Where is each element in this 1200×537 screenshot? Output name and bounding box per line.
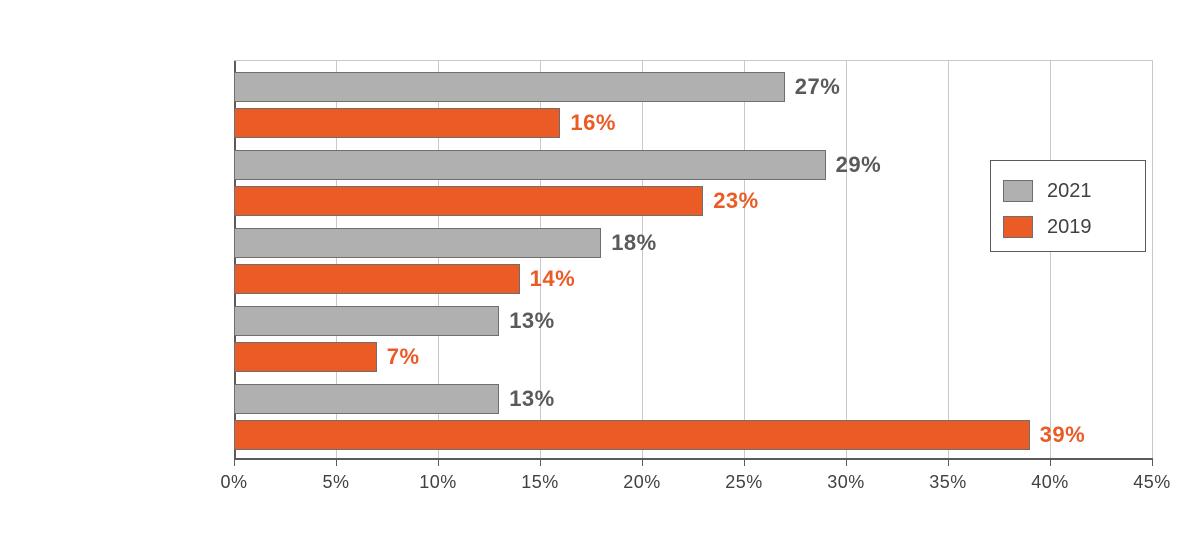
bar-s2021 — [234, 306, 499, 336]
x-tick-label: 35% — [929, 472, 967, 493]
plot-border-top — [234, 60, 1152, 61]
legend-swatch — [1003, 216, 1033, 238]
bar-label-s2021: 13% — [509, 386, 555, 412]
bar-label-s2019: 16% — [570, 110, 616, 136]
bar-label-s2019: 7% — [387, 344, 420, 370]
plot-border-right — [1152, 60, 1153, 458]
gridline — [642, 60, 643, 458]
x-tick-label: 20% — [623, 472, 661, 493]
legend-item: 2019 — [1003, 209, 1133, 245]
bar-s2021 — [234, 72, 785, 102]
bar-s2019 — [234, 186, 703, 216]
bar-label-s2021: 13% — [509, 308, 555, 334]
bar-s2019 — [234, 264, 520, 294]
x-tick-label: 30% — [827, 472, 865, 493]
bar-label-s2019: 23% — [713, 188, 759, 214]
bar-s2019 — [234, 342, 377, 372]
gridline — [846, 60, 847, 458]
chart-container: 0% 5% 10% 15% 20% 25% 30% 35% 40% 45% 27% 16% 29% 23%… — [0, 0, 1200, 537]
bar-label-s2021: 27% — [795, 74, 841, 100]
legend: 2021 2019 — [990, 160, 1146, 252]
x-tick-label: 25% — [725, 472, 763, 493]
bar-s2019 — [234, 108, 560, 138]
plot-area: 0%5%10%15%20%25%30%35%40%45%27%16%29%23%… — [234, 60, 1152, 458]
bar-s2021 — [234, 150, 826, 180]
x-tick-label: 5% — [322, 472, 349, 493]
x-tick — [1152, 458, 1153, 466]
bar-label-s2019: 39% — [1040, 422, 1086, 448]
bar-label-s2019: 14% — [530, 266, 576, 292]
x-tick-label: 10% — [419, 472, 457, 493]
bar-s2019 — [234, 420, 1030, 450]
x-axis — [234, 458, 1152, 460]
gridline — [1050, 60, 1051, 458]
gridline — [744, 60, 745, 458]
legend-label: 2021 — [1047, 180, 1092, 203]
x-tick-label: 45% — [1133, 472, 1171, 493]
bar-label-s2021: 18% — [611, 230, 657, 256]
bar-s2021 — [234, 384, 499, 414]
x-tick-label: 15% — [521, 472, 559, 493]
x-tick-label: 40% — [1031, 472, 1069, 493]
bar-s2021 — [234, 228, 601, 258]
legend-item: 2021 — [1003, 173, 1133, 209]
x-tick-label: 0% — [220, 472, 247, 493]
legend-swatch — [1003, 180, 1033, 202]
legend-label: 2019 — [1047, 216, 1092, 239]
gridline — [948, 60, 949, 458]
bar-label-s2021: 29% — [836, 152, 882, 178]
